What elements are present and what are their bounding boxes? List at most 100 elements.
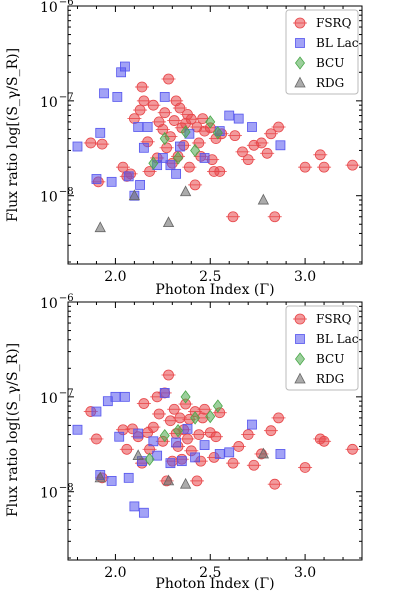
data-point bbox=[298, 161, 313, 173]
data-point bbox=[94, 221, 106, 233]
legend-entry: BCU bbox=[295, 352, 344, 366]
data-point-shape bbox=[224, 447, 235, 458]
data-point bbox=[317, 435, 332, 447]
data-point bbox=[132, 449, 144, 461]
legend: FSRQ BL Lac BCU RDG bbox=[285, 305, 359, 391]
data-point bbox=[152, 408, 167, 420]
legend-entry: RDG bbox=[294, 372, 344, 386]
data-point bbox=[263, 425, 278, 437]
data-point bbox=[159, 92, 170, 102]
legend-label: FSRQ bbox=[316, 16, 352, 30]
data-point bbox=[180, 125, 191, 139]
legend-marker bbox=[295, 56, 305, 70]
data-point bbox=[146, 99, 161, 111]
data-point bbox=[247, 419, 257, 430]
data-point-shape bbox=[123, 472, 134, 483]
y-tick-exponent: −7 bbox=[59, 388, 74, 399]
data-point bbox=[129, 501, 140, 512]
data-point bbox=[138, 142, 149, 153]
data-point bbox=[212, 126, 223, 140]
data-point bbox=[263, 128, 278, 140]
y-tick-exponent: −8 bbox=[59, 483, 74, 494]
data-point bbox=[188, 179, 203, 191]
legend-entry: FSRQ bbox=[293, 312, 352, 326]
data-point bbox=[212, 166, 227, 177]
data-point bbox=[267, 478, 282, 490]
data-point bbox=[120, 61, 130, 72]
data-point bbox=[136, 95, 151, 107]
data-point bbox=[226, 457, 241, 469]
data-point bbox=[95, 127, 106, 138]
series-bcu bbox=[144, 390, 223, 466]
data-point-shape bbox=[152, 450, 163, 461]
data-point bbox=[159, 131, 170, 146]
data-point bbox=[179, 185, 192, 197]
data-point bbox=[142, 166, 157, 177]
data-point bbox=[72, 424, 83, 435]
data-point bbox=[134, 81, 149, 93]
data-point-shape bbox=[72, 141, 83, 152]
data-point-shape bbox=[159, 428, 170, 443]
data-point bbox=[94, 471, 106, 483]
y-tick-label: 10−7 bbox=[40, 92, 74, 111]
data-point bbox=[159, 428, 170, 443]
series-rdg bbox=[94, 447, 270, 489]
data-point bbox=[123, 472, 134, 483]
series-rdg bbox=[94, 185, 270, 233]
data-point-shape bbox=[157, 153, 168, 163]
data-point-shape bbox=[190, 452, 200, 463]
data-point bbox=[224, 110, 235, 121]
x-tick-label: 2.5 bbox=[199, 269, 221, 285]
data-point bbox=[99, 88, 109, 99]
legend-marker bbox=[293, 313, 307, 325]
data-point-shape bbox=[173, 424, 184, 438]
data-point bbox=[91, 174, 102, 184]
legend-marker bbox=[293, 17, 307, 29]
legend-marker-shape bbox=[295, 352, 305, 366]
data-point-shape bbox=[247, 122, 257, 132]
data-point bbox=[212, 399, 223, 413]
data-point bbox=[83, 137, 98, 149]
y-tick-label: 10−6 bbox=[40, 293, 74, 312]
data-point bbox=[257, 193, 270, 205]
data-point bbox=[241, 154, 256, 166]
data-point-shape bbox=[159, 131, 170, 146]
x-axis-label: Photon Index (Γ) bbox=[155, 282, 274, 298]
data-point bbox=[235, 146, 250, 158]
data-point bbox=[172, 102, 187, 114]
data-point-shape bbox=[176, 456, 187, 467]
data-point bbox=[133, 104, 148, 116]
data-point-shape bbox=[190, 411, 201, 425]
legend-entry: FSRQ bbox=[293, 16, 352, 30]
data-point-shape bbox=[205, 409, 216, 424]
data-point-shape bbox=[99, 88, 109, 99]
legend-marker bbox=[295, 352, 305, 366]
data-point bbox=[173, 151, 184, 165]
y-tick-exponent: −6 bbox=[59, 293, 74, 304]
data-point bbox=[95, 138, 110, 150]
data-point bbox=[180, 390, 191, 404]
data-point bbox=[161, 73, 176, 85]
data-point bbox=[179, 477, 192, 489]
data-point-shape bbox=[162, 216, 175, 228]
data-point bbox=[171, 168, 182, 179]
data-point bbox=[199, 440, 210, 450]
data-point bbox=[189, 475, 204, 487]
data-point-shape bbox=[142, 122, 153, 132]
data-point-shape bbox=[91, 406, 102, 417]
data-point bbox=[144, 452, 155, 466]
series-fsrq bbox=[83, 73, 360, 223]
legend-frame bbox=[285, 305, 359, 391]
data-point-shape bbox=[129, 501, 140, 512]
data-point-shape bbox=[233, 113, 244, 124]
data-point bbox=[148, 156, 159, 170]
data-point-shape bbox=[180, 125, 191, 139]
data-point bbox=[199, 153, 210, 163]
data-point bbox=[195, 113, 210, 124]
chart-panel-1: 2.0 2.5 3.0 10−8 10−7 10−6 Photon Index (Γ) Flu… bbox=[5, 0, 363, 298]
data-point-shape bbox=[275, 449, 286, 459]
data-point bbox=[161, 369, 176, 381]
plot-frame bbox=[67, 301, 363, 561]
data-point bbox=[128, 189, 141, 201]
data-point-shape bbox=[257, 447, 270, 459]
